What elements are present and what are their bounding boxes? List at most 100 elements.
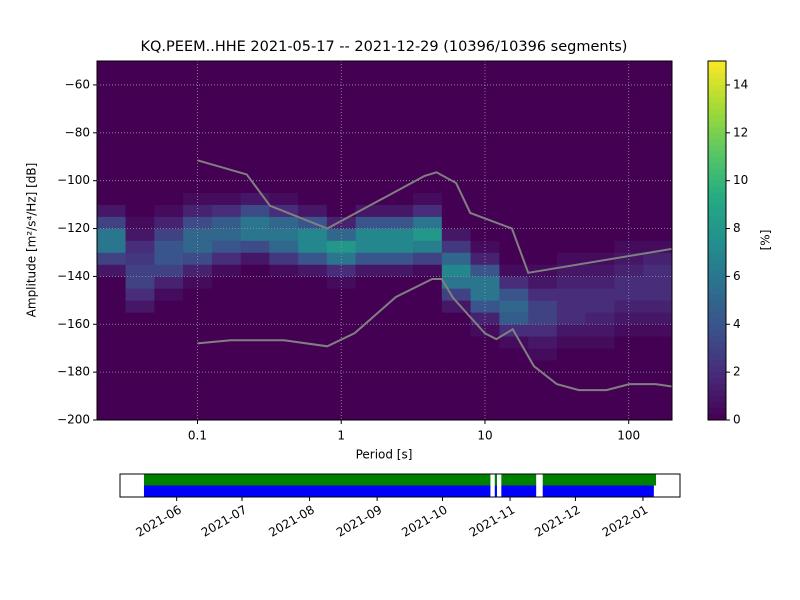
heatmap-cell (240, 324, 270, 337)
heatmap-cell (556, 336, 586, 349)
heatmap-cell (298, 288, 328, 301)
heatmap-cell (355, 240, 385, 253)
heatmap-cell (470, 276, 500, 289)
heatmap-cell (585, 276, 615, 289)
heatmap-cell (154, 228, 184, 241)
heatmap-cell (614, 300, 644, 313)
coverage-segment (501, 485, 537, 497)
heatmap-cell (240, 204, 270, 217)
heatmap-cell (125, 192, 155, 205)
colorbar-gradient (708, 414, 726, 421)
coverage-segment (143, 485, 491, 497)
colorbar-gradient (708, 204, 726, 212)
colorbar-gradient (708, 144, 726, 152)
heatmap-cell (441, 312, 471, 325)
heatmap-cell (154, 192, 184, 205)
colorbar-gradient (708, 288, 726, 295)
heatmap-cell (97, 240, 126, 253)
heatmap-cell (326, 348, 356, 361)
heatmap-cell (125, 180, 155, 193)
heatmap-cell (528, 204, 558, 217)
x-tick-label: 100 (617, 429, 640, 443)
heatmap-cell (97, 300, 126, 313)
colorbar-tick-label: 6 (733, 269, 741, 283)
heatmap-cell (269, 288, 299, 301)
heatmap-cell (298, 204, 328, 217)
heatmap-cell (643, 336, 673, 349)
colorbar-gradient (708, 132, 726, 140)
heatmap-cell (614, 204, 644, 217)
heatmap-cell (269, 240, 299, 253)
coverage-segment (542, 485, 654, 497)
x-tick-label: 0.1 (188, 429, 207, 443)
heatmap-cell (240, 228, 270, 241)
heatmap-cell (470, 288, 500, 301)
heatmap-cell (298, 180, 328, 193)
heatmap-cell (384, 336, 414, 349)
heatmap-cell (585, 228, 615, 241)
heatmap-cell (97, 324, 126, 337)
colorbar-gradient (708, 276, 726, 283)
heatmap-cell (355, 180, 385, 193)
x-tick-label: 2021-08 (266, 503, 316, 540)
colorbar-gradient (708, 282, 726, 289)
heatmap-cell (556, 288, 586, 301)
heatmap-cell (125, 348, 155, 361)
heatmap-cell (298, 240, 328, 253)
heatmap-cell (183, 276, 213, 289)
heatmap-cell (528, 216, 558, 229)
heatmap-cell (326, 276, 356, 289)
heatmap-cell (441, 180, 471, 193)
heatmap-cell (384, 348, 414, 361)
heatmap-cell (556, 204, 586, 217)
heatmap-cell (211, 276, 242, 289)
heatmap-cell (643, 192, 673, 205)
heatmap-cell (298, 348, 328, 361)
colorbar-tick-label: 8 (733, 221, 741, 235)
heatmap-cell (211, 348, 242, 361)
heatmap-cell (556, 276, 586, 289)
x-tick-label: 1 (337, 429, 345, 443)
colorbar-tick-label: 0 (733, 413, 741, 427)
heatmap-cell (643, 312, 673, 325)
heatmap-cell (97, 312, 126, 325)
heatmap-cell (125, 336, 155, 349)
heatmap-cell (470, 204, 500, 217)
heatmap-cell (528, 228, 558, 241)
heatmap-cell (528, 288, 558, 301)
coverage-segment (501, 474, 537, 486)
colorbar-tick-label: 10 (733, 173, 748, 187)
heatmap-cell (125, 252, 155, 265)
colorbar-gradient (708, 396, 726, 403)
y-tick-label: −120 (57, 221, 90, 235)
heatmap-cell (211, 324, 242, 337)
heatmap-cell (614, 312, 644, 325)
heatmap-cell (470, 264, 500, 277)
heatmap-cell (441, 216, 471, 229)
colorbar-gradient (708, 378, 726, 385)
heatmap-cell (154, 348, 184, 361)
heatmap-cell (585, 240, 615, 253)
heatmap-cell (413, 228, 443, 241)
heatmap-cell (326, 240, 356, 253)
heatmap-cell (384, 240, 414, 253)
heatmap-cell (614, 336, 644, 349)
heatmap-cell (556, 312, 586, 325)
heatmap-cell (499, 180, 529, 193)
heatmap-cell (643, 216, 673, 229)
heatmap-cell (269, 216, 299, 229)
heatmap-cell (499, 276, 529, 289)
heatmap-cell (470, 336, 500, 349)
heatmap-cell (528, 336, 558, 349)
heatmap-cell (125, 276, 155, 289)
heatmap-cell (240, 252, 270, 265)
colorbar-gradient (708, 294, 726, 301)
heatmap-cell (499, 348, 529, 361)
heatmap-cell (355, 324, 385, 337)
heatmap-cell (97, 192, 126, 205)
heatmap-cell (125, 228, 155, 241)
colorbar-gradient (708, 78, 726, 86)
colorbar-gradient (708, 240, 726, 247)
heatmap-cell (413, 180, 443, 193)
